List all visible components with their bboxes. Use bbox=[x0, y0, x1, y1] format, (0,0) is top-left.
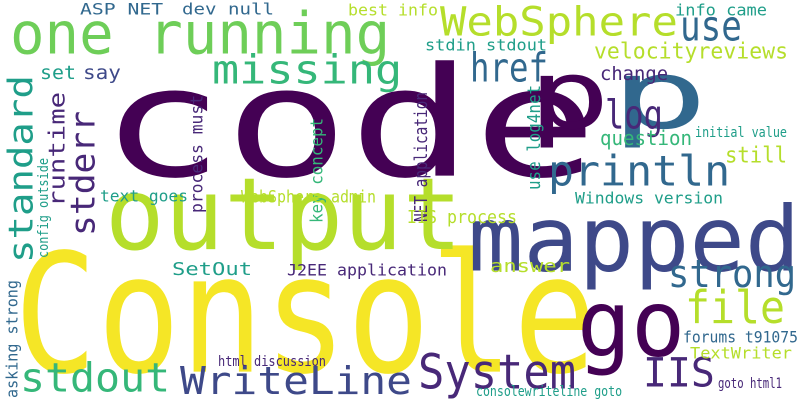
word-velocityreviews: velocityreviews bbox=[594, 38, 789, 64]
word-use: use bbox=[680, 1, 742, 51]
word-mapped: mapped bbox=[468, 186, 800, 293]
word-system: System bbox=[418, 343, 577, 400]
word-answer: answer bbox=[490, 255, 571, 277]
word-standard: standard bbox=[0, 75, 41, 263]
word-consolewriteline-goto: consolewriteline goto bbox=[476, 382, 623, 400]
word-forums-t91075: forums t91075 bbox=[683, 327, 798, 347]
word-asp-net: ASP NET bbox=[80, 0, 164, 19]
word-dev-null: dev null bbox=[182, 0, 274, 19]
word-config-outside: config outside bbox=[34, 158, 52, 258]
word-html-discussion: html discussion bbox=[218, 352, 327, 370]
word-file: file bbox=[685, 280, 785, 334]
word-info-came: info came bbox=[675, 0, 767, 20]
word-console: Console bbox=[14, 218, 597, 400]
word-go: go bbox=[577, 269, 686, 378]
word-one-running: one running bbox=[10, 0, 391, 68]
word-output: output bbox=[105, 156, 463, 273]
word-process-must: process must bbox=[186, 94, 207, 213]
word-textwriter: TextWriter bbox=[690, 343, 793, 363]
word-log: log bbox=[605, 91, 663, 139]
word-setout: SetOut bbox=[172, 258, 253, 280]
word-stdout: stdout bbox=[20, 354, 171, 400]
word-j2ee-application: J2EE application bbox=[287, 260, 448, 280]
word-p-left: p bbox=[528, 39, 611, 151]
word-best-info: best info bbox=[348, 0, 438, 20]
word-iis-process: IIS process bbox=[407, 206, 518, 228]
word-initial-value: initial value bbox=[695, 123, 787, 141]
word-iis: IIS bbox=[643, 349, 715, 397]
word-stdin-stdout: stdin stdout bbox=[425, 35, 548, 55]
word-goto-html1: goto html1 bbox=[718, 374, 783, 392]
word-println: println bbox=[548, 146, 731, 196]
word-net-application: NET application bbox=[410, 91, 432, 222]
word-stderr: stderr bbox=[62, 110, 103, 236]
word-p-right: p bbox=[610, 39, 709, 151]
word-say: say bbox=[83, 61, 121, 84]
word-missing: missing bbox=[212, 46, 403, 94]
word-still: still bbox=[725, 142, 788, 168]
word-href: href bbox=[470, 44, 548, 92]
word-change: change bbox=[600, 62, 669, 85]
word-websphere-admin: WebSphere admin bbox=[241, 186, 377, 207]
word-asking-strong: asking strong bbox=[2, 280, 22, 398]
word-key-concept: key concept bbox=[306, 117, 327, 223]
word-websphere: WebSphere bbox=[440, 0, 678, 46]
word-use-log4net: use log4net bbox=[523, 84, 545, 190]
word-windows-version: Windows version bbox=[575, 188, 724, 208]
word-strong: strong bbox=[668, 251, 797, 297]
word-text-goes: text goes bbox=[100, 186, 188, 206]
word-code: code bbox=[100, 34, 598, 213]
word-set: set bbox=[40, 61, 76, 84]
word-writeline: WriteLine bbox=[180, 358, 412, 400]
word-question: question bbox=[600, 126, 692, 150]
